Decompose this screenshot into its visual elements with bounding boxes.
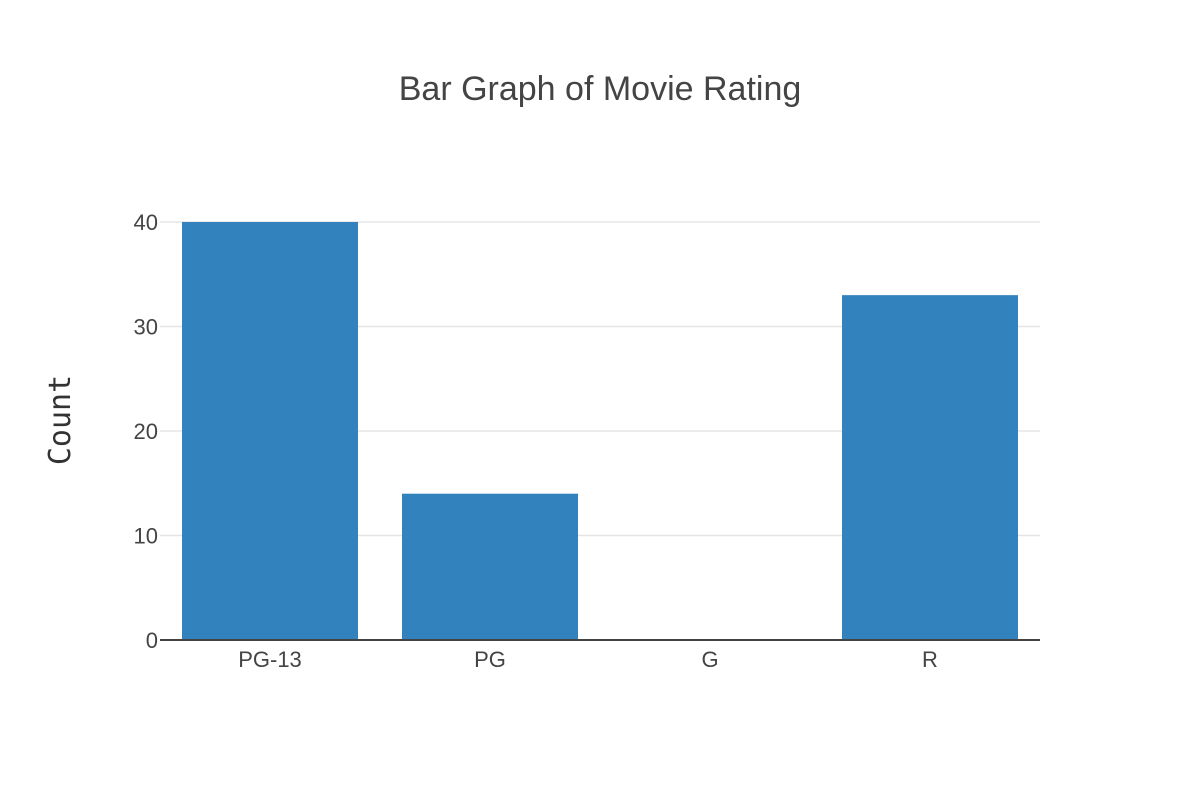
y-tick-label: 30 — [134, 315, 158, 340]
x-tick-label: G — [701, 647, 718, 672]
y-tick-label: 40 — [134, 210, 158, 235]
y-tick-label: 0 — [146, 628, 158, 653]
bar-pg-13 — [182, 222, 358, 640]
y-axis-ticks: 0 10 20 30 40 — [134, 210, 158, 653]
bar-r — [842, 295, 1018, 640]
x-tick-label: R — [922, 647, 938, 672]
y-tick-label: 10 — [134, 524, 158, 549]
y-tick-label: 20 — [134, 419, 158, 444]
bars — [182, 222, 1018, 640]
bar-pg — [402, 493, 578, 640]
y-axis-title: Count — [43, 375, 78, 465]
x-axis-ticks: PG-13 PG G R — [238, 647, 938, 672]
x-tick-label: PG-13 — [238, 647, 302, 672]
x-tick-label: PG — [474, 647, 506, 672]
chart-title: Bar Graph of Movie Rating — [399, 70, 802, 108]
